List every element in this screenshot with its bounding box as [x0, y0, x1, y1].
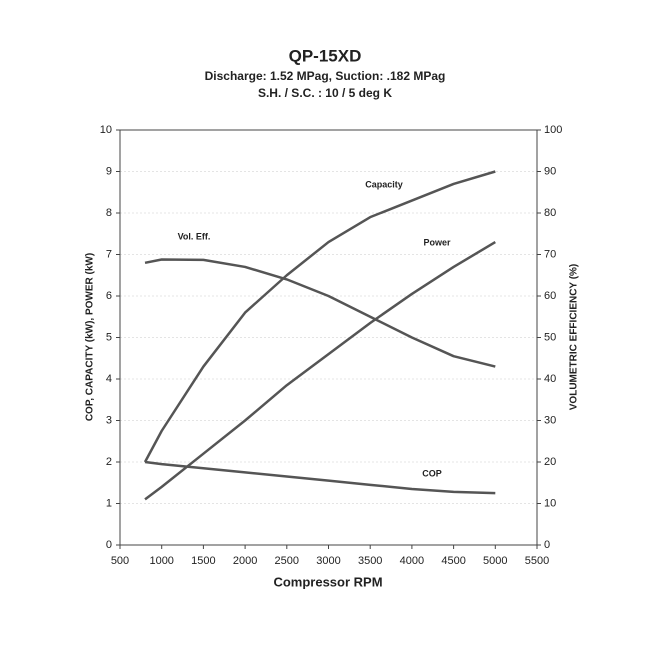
series-label: Capacity — [365, 179, 403, 189]
series-line — [144, 460, 496, 495]
y-axis-label: COP, CAPACITY (kW), POWER (kW) — [85, 253, 96, 421]
y2-tick-label: 30 — [544, 414, 556, 426]
y-tick-label: 2 — [106, 456, 112, 468]
series-line — [144, 240, 496, 501]
y2-axis-label: VOLUMETRIC EFFICIENCY (%) — [569, 264, 580, 410]
y-tick-label: 4 — [106, 373, 112, 385]
y-tick-label: 8 — [106, 207, 112, 219]
x-tick-label: 5000 — [483, 555, 507, 567]
y2-tick-label: 80 — [544, 207, 556, 219]
x-tick-label: 2000 — [233, 555, 257, 567]
y2-tick-label: 50 — [544, 331, 556, 343]
series-line — [143, 170, 496, 463]
y-tick-label: 0 — [106, 539, 112, 551]
y-tick-label: 6 — [106, 290, 112, 302]
y-tick-label: 9 — [106, 165, 112, 177]
series-line — [144, 258, 496, 368]
y-tick-label: 7 — [106, 248, 112, 260]
y2-tick-label: 90 — [544, 165, 556, 177]
plot-frame — [119, 129, 538, 546]
y2-tick-label: 100 — [544, 124, 562, 136]
x-tick-label: 5500 — [525, 555, 549, 567]
y-tick-label: 5 — [106, 331, 112, 343]
y2-tick-label: 40 — [544, 373, 556, 385]
x-tick-label: 1500 — [191, 555, 215, 567]
x-tick-label: 1000 — [149, 555, 173, 567]
x-tick-label: 2500 — [275, 555, 299, 567]
y2-tick-label: 0 — [544, 539, 550, 551]
series-label: Vol. Eff. — [178, 231, 211, 241]
series-label: Power — [423, 237, 451, 247]
x-tick-label: 500 — [111, 555, 129, 567]
y2-tick-label: 10 — [544, 497, 556, 509]
subtitle: S.H. / S.C. : 10 / 5 deg K — [258, 86, 392, 100]
x-tick-label: 3000 — [316, 555, 340, 567]
y2-tick-label: 20 — [544, 456, 556, 468]
x-tick-label: 4500 — [441, 555, 465, 567]
series-label: COP — [422, 468, 442, 478]
y-tick-label: 3 — [106, 414, 112, 426]
y-tick-label: 10 — [100, 124, 112, 136]
x-axis-label: Compressor RPM — [273, 574, 382, 589]
x-tick-label: 3500 — [358, 555, 382, 567]
y-tick-label: 1 — [106, 497, 112, 509]
x-tick-label: 4000 — [400, 555, 424, 567]
subtitle: Discharge: 1.52 MPag, Suction: .182 MPag — [205, 69, 446, 83]
y2-tick-label: 70 — [544, 248, 556, 260]
chart-title: QP-15XD — [289, 46, 362, 65]
y2-tick-label: 60 — [544, 290, 556, 302]
